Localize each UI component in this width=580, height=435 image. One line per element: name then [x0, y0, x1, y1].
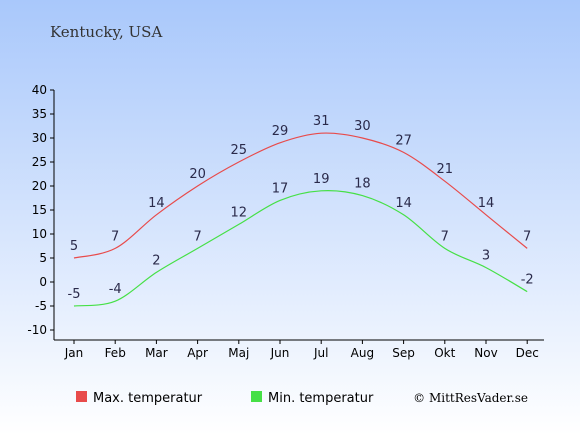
- series-lines: [73, 132, 528, 307]
- x-tick-label: Jan: [64, 346, 84, 360]
- y-tick-label: 30: [32, 131, 47, 145]
- min-temp-label: 14: [395, 196, 412, 211]
- min-temp-label: 19: [313, 172, 330, 187]
- max-temp-label: 5: [70, 239, 78, 254]
- min-temp-label: 12: [231, 205, 248, 220]
- max-temp-label: 30: [354, 119, 371, 134]
- legend-swatch-max: [76, 391, 87, 402]
- min-temp-label: 7: [441, 229, 449, 244]
- copyright-text: © MittResVader.se: [413, 391, 528, 405]
- x-tick-label: Aug: [351, 346, 374, 360]
- min-temp-label: -4: [109, 282, 122, 297]
- min-temp-label: -2: [521, 273, 534, 288]
- max-temp-label: 7: [523, 229, 531, 244]
- min-temp-label: 17: [272, 181, 289, 196]
- min-temp-label: 7: [193, 229, 201, 244]
- y-tick-label: 10: [32, 227, 47, 241]
- max-temp-label: 27: [395, 133, 412, 148]
- axes: [53, 90, 544, 341]
- max-temp-label: 7: [111, 229, 119, 244]
- max-temp-label: 31: [313, 114, 330, 129]
- y-tick-label: 0: [39, 275, 47, 289]
- legend-label-min: Min. temperatur: [268, 391, 374, 406]
- min-temp-label: 2: [152, 253, 160, 268]
- legend-label-max: Max. temperatur: [93, 391, 203, 406]
- x-tick-label: Jun: [270, 346, 290, 360]
- max-temp-label: 29: [272, 124, 289, 139]
- x-tick-label: Feb: [105, 346, 126, 360]
- x-tick-label: Maj: [228, 346, 249, 360]
- max-temp-label: 14: [148, 196, 165, 211]
- x-tick-label: Okt: [434, 346, 455, 360]
- y-axis-ticks: -10 -5 0 5 10 15 20 25 30 35 40: [27, 83, 54, 337]
- x-tick-label: Mar: [145, 346, 168, 360]
- x-tick-label: Apr: [187, 346, 208, 360]
- min-temp-line: [73, 190, 528, 307]
- y-tick-label: -5: [35, 299, 47, 313]
- legend-swatch-min: [251, 391, 262, 402]
- x-tick-label: Jul: [313, 346, 328, 360]
- y-tick-label: 15: [32, 203, 47, 217]
- x-tick-label: Sep: [392, 346, 415, 360]
- max-temp-label: 14: [478, 196, 495, 211]
- y-tick-label: 40: [32, 83, 47, 97]
- min-temp-label: 18: [354, 177, 371, 192]
- x-axis-ticks: Jan Feb Mar Apr Maj Jun Jul Aug Sep Okt Nov Dec: [64, 340, 539, 360]
- y-tick-label: 35: [32, 107, 47, 121]
- y-tick-label: 20: [32, 179, 47, 193]
- max-temp-label: 20: [189, 167, 206, 182]
- max-temp-line: [73, 132, 528, 259]
- max-temp-label: 21: [437, 162, 454, 177]
- legend: Max. temperatur Min. temperatur: [76, 391, 374, 406]
- y-tick-label: 25: [32, 155, 47, 169]
- min-temp-label: 3: [482, 249, 490, 264]
- x-tick-label: Dec: [516, 346, 539, 360]
- max-temp-label: 25: [231, 143, 248, 158]
- y-tick-label: -10: [27, 323, 47, 337]
- chart-title: Kentucky, USA: [50, 23, 162, 41]
- x-tick-label: Nov: [474, 346, 497, 360]
- min-temp-label: -5: [68, 287, 81, 302]
- y-tick-label: 5: [39, 251, 47, 265]
